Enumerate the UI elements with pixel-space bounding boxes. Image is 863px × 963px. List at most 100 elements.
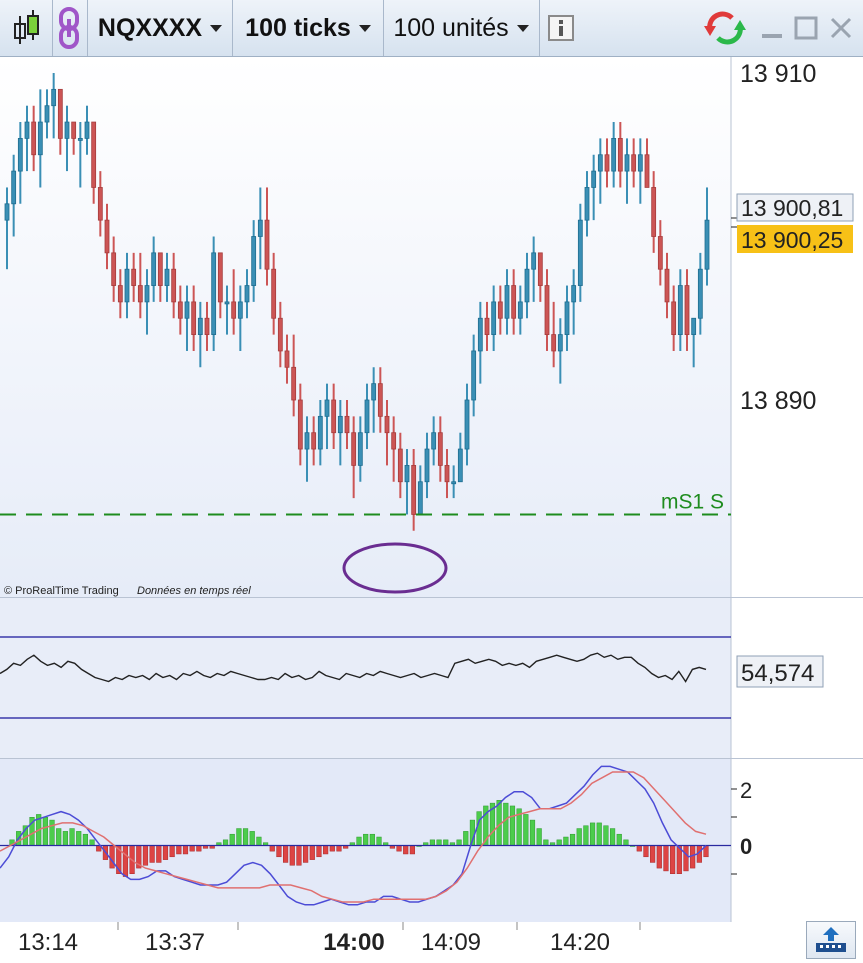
macd-histogram-bar (623, 839, 629, 846)
macd-histogram-bar (529, 819, 536, 846)
candle-body (597, 154, 603, 172)
candle-body (4, 203, 10, 221)
candle-body (257, 219, 263, 237)
macd-histogram-bar (162, 845, 169, 860)
candle-body (664, 268, 670, 303)
macd-histogram-bar (276, 845, 282, 858)
candles (4, 73, 710, 531)
refresh-icon[interactable] (700, 0, 750, 56)
candle-body (44, 105, 50, 123)
macd-histogram-bar (149, 845, 155, 863)
macd-histogram-bar (636, 845, 642, 852)
macd-tick-label: 2 (740, 778, 752, 803)
candle-body (197, 317, 203, 336)
price-panel[interactable] (0, 57, 731, 597)
macd-histogram-bar (109, 845, 115, 869)
macd-histogram-bar (523, 814, 529, 846)
candle-body (384, 415, 390, 434)
interval-dropdown[interactable]: 100 ticks (234, 0, 382, 56)
candle-body (684, 285, 690, 336)
candle-body (617, 138, 623, 172)
time-tick-label: 13:14 (18, 929, 78, 956)
maximize-icon[interactable] (791, 0, 821, 56)
macd-histogram-bar (409, 845, 415, 855)
symbol-dropdown[interactable]: NQXXXX (90, 0, 230, 56)
candle-body (537, 252, 543, 286)
scroll-right-button[interactable] (806, 921, 856, 959)
macd-histogram-bar (536, 828, 542, 846)
macd-histogram-bar (329, 845, 335, 852)
macd-histogram-bar (269, 845, 275, 852)
macd-histogram-bar (596, 822, 602, 846)
macd-histogram-bar (56, 828, 62, 846)
link-icon[interactable] (54, 0, 84, 56)
candle-body (677, 285, 683, 336)
macd-histogram-bar (196, 845, 202, 852)
candle-body (651, 187, 657, 237)
info-icon[interactable] (543, 0, 579, 56)
candle-body (391, 432, 397, 450)
candle-body (57, 88, 63, 139)
macd-histogram-bar (296, 845, 302, 866)
minimize-icon[interactable] (758, 0, 786, 56)
candle-body (417, 481, 423, 515)
macd-histogram-bar (576, 828, 582, 846)
chevron-down-icon (516, 24, 529, 32)
chevron-down-icon (358, 24, 371, 32)
candle-body (704, 219, 710, 270)
macd-histogram-bar (82, 833, 88, 846)
candle-body (564, 301, 570, 335)
candle-body (557, 334, 563, 352)
candle-body (531, 252, 537, 270)
candlestick-icon[interactable] (2, 0, 50, 56)
candle-body (697, 268, 703, 319)
macd-histogram-bar (122, 845, 129, 877)
macd-histogram-bar (303, 845, 309, 863)
macd-histogram-bar (336, 845, 342, 852)
price-tick-label: 13 910 (740, 60, 816, 88)
candle-body (157, 252, 163, 286)
candle-body (591, 170, 597, 188)
macd-histogram-bar (509, 805, 516, 846)
macd-histogram-bar (609, 828, 616, 846)
candle-body (111, 252, 117, 286)
macd-tick-label: 0 (740, 834, 752, 859)
time-tick-label: 14:20 (550, 929, 610, 956)
macd-histogram-bar (189, 845, 195, 852)
candle-body (97, 187, 103, 221)
time-axis[interactable] (0, 922, 863, 963)
macd-histogram-bar (670, 845, 676, 874)
oscillator-panel[interactable] (0, 598, 731, 758)
chart-area[interactable]: mS1 S © ProRealTime Trading Données en t… (0, 57, 863, 963)
time-tick-label: 14:09 (421, 929, 481, 956)
candle-body (137, 285, 143, 303)
candle-body (224, 301, 230, 305)
macd-histogram-bar (249, 831, 255, 846)
candle-body (84, 121, 90, 139)
candle-body (37, 121, 43, 156)
candle-body (171, 268, 177, 303)
macd-histogram-bar (396, 845, 402, 852)
macd-histogram-bar (323, 845, 329, 855)
annotation-ellipse[interactable] (342, 542, 448, 594)
candle-body (671, 301, 677, 335)
candle-body (304, 432, 310, 450)
units-dropdown[interactable]: 100 unités (385, 0, 537, 56)
candle-body (191, 301, 197, 335)
candle-body (184, 301, 190, 319)
macd-histogram-bar (476, 811, 482, 846)
macd-histogram-bar (182, 845, 189, 855)
candle-body (237, 301, 243, 319)
close-icon[interactable] (826, 0, 856, 56)
candle-body (351, 432, 357, 466)
candle-body (371, 383, 377, 401)
candle-body (277, 317, 283, 352)
candle-body (524, 268, 530, 303)
signal-line (0, 771, 707, 903)
macd-histogram-bar (403, 845, 409, 855)
macd-histogram-bar (156, 845, 162, 863)
candle-body (437, 432, 443, 466)
macd-histogram-bar (429, 839, 435, 846)
macd-histogram-bar (283, 845, 289, 863)
candle-body (231, 301, 237, 319)
